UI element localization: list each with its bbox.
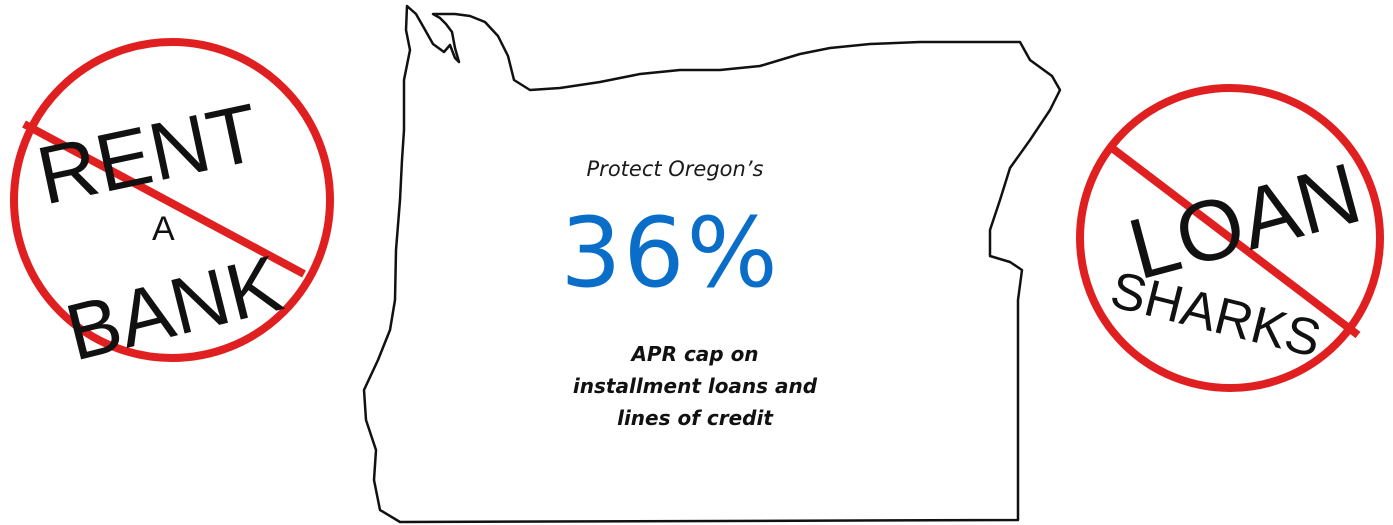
- apr-caption: APR cap on installment loans and lines o…: [540, 338, 850, 434]
- prohibition-ring: [10, 38, 334, 362]
- prohibition-slash: [1105, 141, 1361, 339]
- sign-word-rent: RENT: [30, 87, 267, 222]
- caption-line: installment loans and: [572, 374, 818, 398]
- rent-a-bank-no-sign: RENT A BANK: [0, 28, 345, 377]
- intro-text: Protect Oregon’s: [586, 157, 764, 181]
- prohibition-slash: [22, 120, 306, 278]
- caption-line: APR cap on: [631, 342, 759, 366]
- caption-line: lines of credit: [617, 406, 773, 430]
- loan-sharks-no-sign: LOAN SHARKS: [1068, 55, 1393, 425]
- sign-word-a: A: [152, 210, 175, 248]
- apr-rate: 36%: [560, 197, 780, 309]
- prohibition-ring: [1076, 84, 1384, 392]
